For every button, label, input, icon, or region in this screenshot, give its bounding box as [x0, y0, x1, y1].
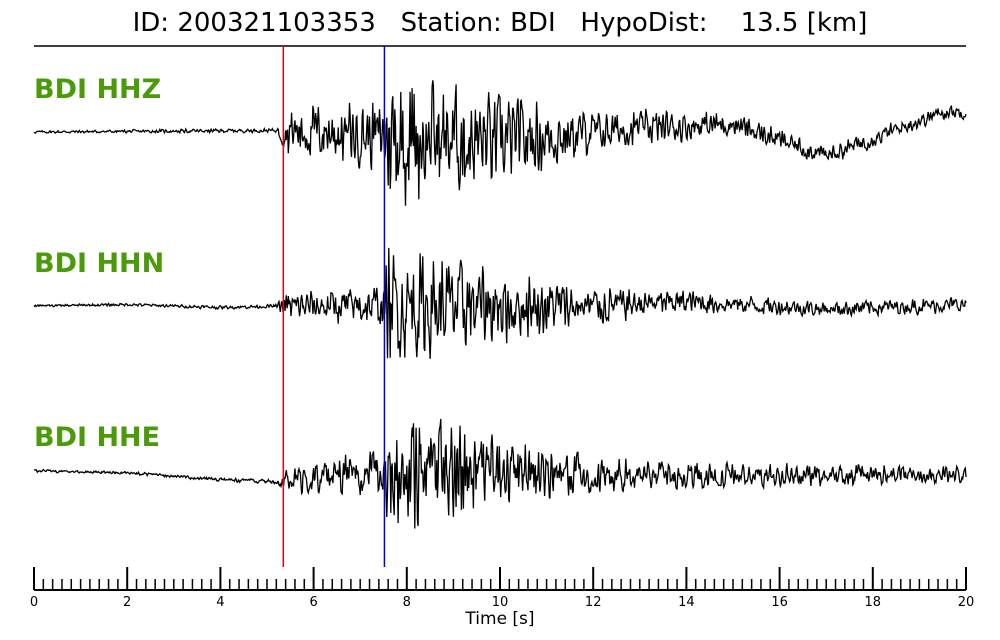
trace-label-hhn: BDI HHN [34, 248, 165, 279]
x-tick-label: 2 [123, 595, 131, 610]
trace-bdi-hhe [33, 418, 967, 529]
trace-label-hhz: BDI HHZ [34, 74, 162, 105]
trace-bdi-hhn [33, 247, 967, 359]
station-label: Station: [400, 8, 502, 38]
time-axis: 0 2 4 6 8 10 12 14 16 18 20 Time [s] [30, 567, 974, 629]
traces-group [33, 80, 967, 529]
x-axis-label: Time [s] [464, 609, 534, 629]
x-tick-label: 6 [309, 595, 317, 610]
x-tick-label: 10 [492, 595, 509, 610]
x-tick-label: 8 [403, 595, 411, 610]
x-tick-label: 16 [771, 595, 788, 610]
station-value: BDI [510, 8, 556, 38]
hypodist-label: HypoDist: [580, 8, 708, 38]
event-id: 200321103353 [177, 8, 376, 38]
x-tick-label: 18 [865, 595, 882, 610]
pick-lines [282, 46, 386, 567]
x-tick-label: 4 [216, 595, 224, 610]
plot-title: ID: 200321103353 Station: BDI HypoDist: … [0, 8, 1000, 38]
x-tick-label: 14 [678, 595, 695, 610]
id-label: ID: [132, 8, 170, 38]
x-tick-label: 0 [30, 595, 38, 610]
trace-label-hhe: BDI HHE [34, 422, 161, 453]
x-tick-label: 20 [958, 595, 975, 610]
hypodist-value: 13.5 [740, 8, 799, 38]
hypodist-unit: [km] [806, 8, 868, 38]
x-tick-label: 12 [585, 595, 602, 610]
trace-bdi-hhz [33, 80, 967, 206]
